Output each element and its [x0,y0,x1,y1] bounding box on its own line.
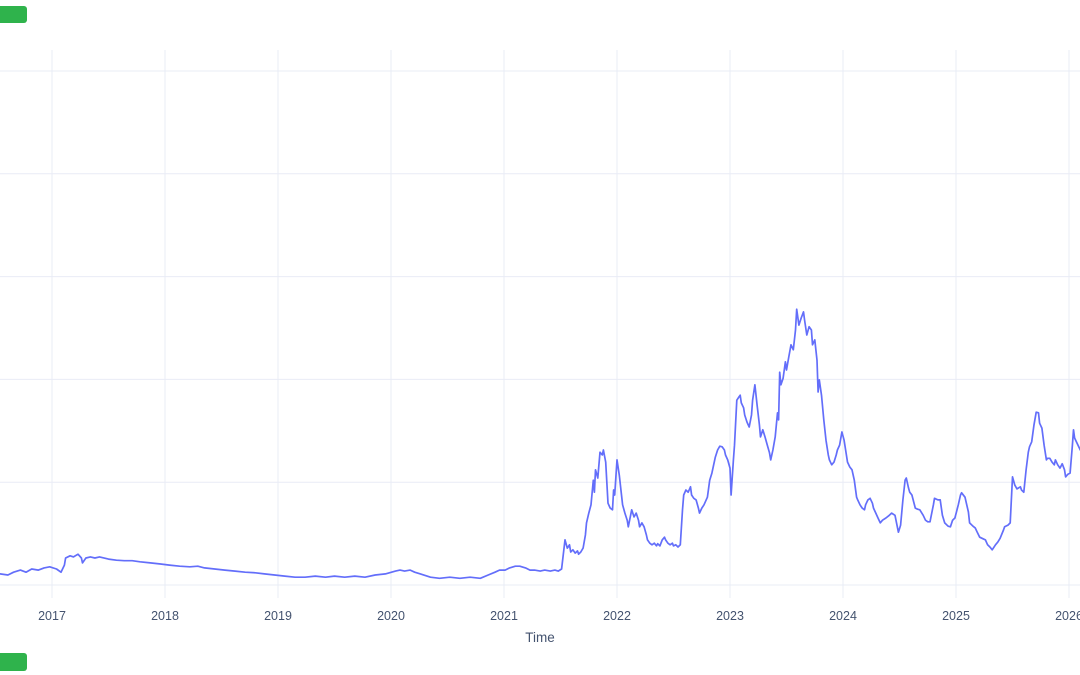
x-tick-2021: 2021 [490,609,518,623]
x-tick-2026: 2026 [1055,609,1080,623]
x-tick-2024: 2024 [829,609,857,623]
vertical-gridlines [51,50,1070,598]
x-tick-2025: 2025 [942,609,970,623]
x-tick-2022: 2022 [603,609,631,623]
x-tick-2020: 2020 [377,609,405,623]
x-tick-2023: 2023 [716,609,744,623]
green-marker-bottom-left [0,653,27,671]
price-line-series[interactable] [0,308,1080,580]
green-marker-top-left [0,6,27,23]
x-axis-title: Time [525,630,555,645]
x-tick-2018: 2018 [151,609,179,623]
x-tick-2017: 2017 [38,609,66,623]
x-tick-2019: 2019 [264,609,292,623]
horizontal-gridlines [0,70,1080,586]
